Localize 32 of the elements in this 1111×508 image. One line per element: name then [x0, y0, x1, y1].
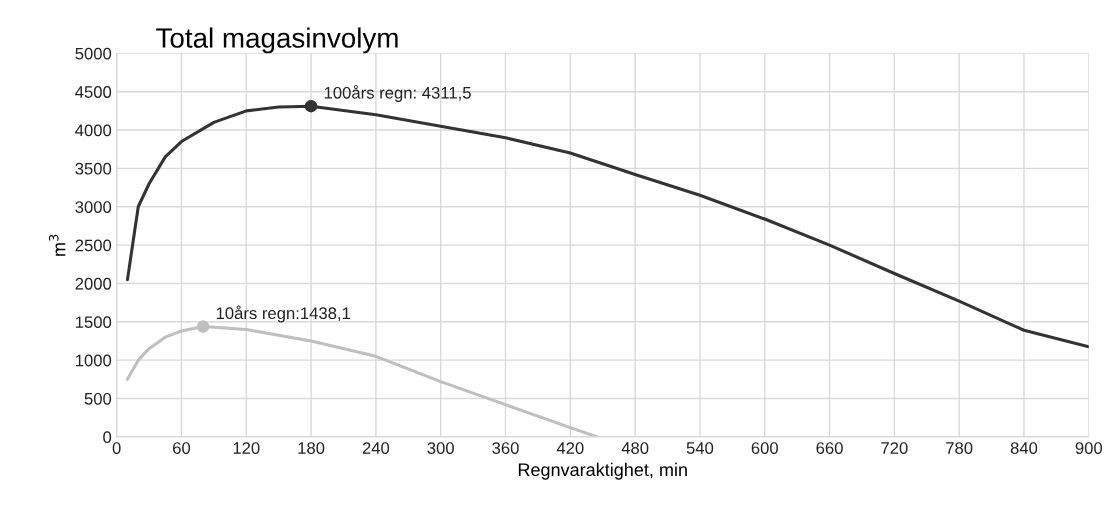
- y-axis-title: m$^{3}$: [48, 234, 66, 256]
- x-tick-label: 480: [621, 442, 649, 454]
- x-tick-label: 420: [556, 442, 584, 454]
- y-tick-label: 3500: [75, 162, 112, 175]
- y-tick-label: 5000: [75, 47, 112, 60]
- x-tick-label: 780: [946, 442, 973, 454]
- y-tick-label: 2500: [75, 239, 112, 252]
- x-tick-label: 660: [816, 442, 843, 454]
- y-tick-label: 0: [103, 431, 112, 444]
- x-tick-label: 720: [881, 442, 908, 454]
- chart-title: Total magasinvolym: [156, 27, 398, 54]
- y-tick-label: 500: [84, 392, 112, 405]
- x-tick-label: 180: [298, 442, 325, 454]
- y-tick-label: 1500: [75, 316, 112, 329]
- y-tick-label: 2000: [75, 277, 112, 290]
- x-tick-label: 0: [112, 442, 121, 454]
- x-tick-label: 840: [1010, 442, 1038, 454]
- y-tick-label: 3000: [75, 201, 112, 213]
- annotation: 10års regn:1438,1: [216, 305, 351, 323]
- annotation: 100års regn: 4311,5: [324, 85, 471, 102]
- x-tick-label: 540: [686, 442, 714, 454]
- x-tick-label: 60: [173, 442, 191, 454]
- x-axis-title: Regnvaraktighet, min: [518, 462, 687, 480]
- y-tick-label: 4500: [75, 86, 112, 98]
- y-tick-label: 1000: [75, 354, 112, 367]
- x-tick-label: 300: [427, 442, 454, 454]
- x-tick-label: 600: [751, 442, 778, 454]
- x-tick-label: 360: [492, 442, 519, 454]
- x-tick-label: 900: [1075, 442, 1103, 454]
- y-tick-label: 4000: [75, 124, 112, 137]
- x-tick-label: 120: [233, 442, 260, 454]
- x-tick-label: 240: [362, 442, 390, 454]
